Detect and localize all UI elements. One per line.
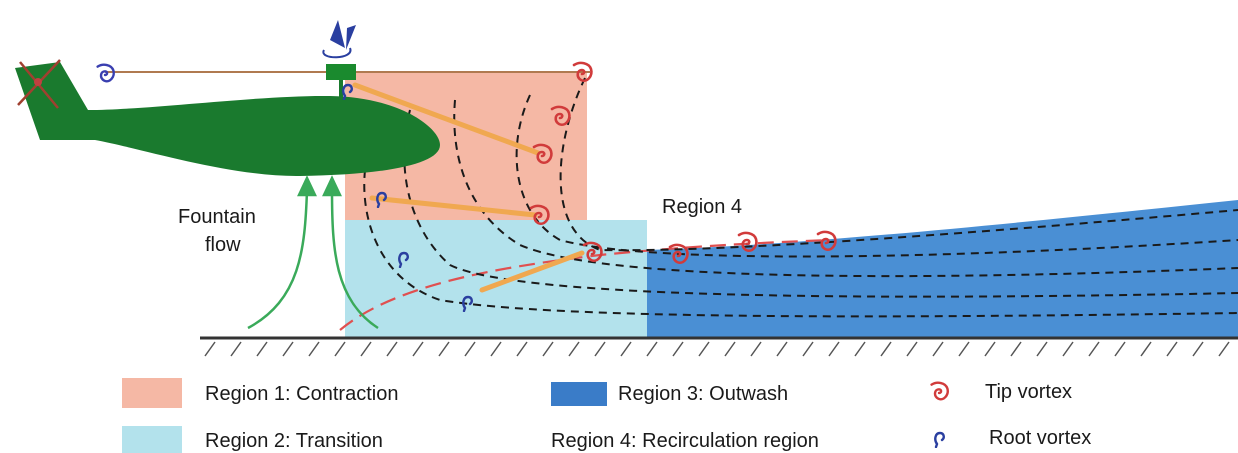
wake-sheets <box>352 82 585 293</box>
legend-tip-vortex-icon <box>930 381 949 401</box>
hatch-mark <box>438 341 450 357</box>
hatch-mark <box>1088 341 1100 357</box>
hatch-mark <box>1010 341 1022 357</box>
hatch-mark <box>204 341 216 357</box>
legend-region1-label: Region 1: Contraction <box>205 383 398 405</box>
hatch-mark <box>230 341 242 357</box>
hatch-mark <box>1062 341 1074 357</box>
fountain-flow-label-line2: flow <box>205 234 241 256</box>
hatch-mark <box>1140 341 1152 357</box>
legend-region4-label: Region 4: Recirculation region <box>551 430 819 452</box>
hatch-mark <box>802 341 814 357</box>
hatch-mark <box>464 341 476 357</box>
hatch-mark <box>516 341 528 357</box>
legend-region2-label: Region 2: Transition <box>205 430 383 452</box>
inflow-arrow-icon <box>330 20 356 50</box>
hatch-mark <box>386 341 398 357</box>
helicopter <box>15 20 440 177</box>
region2-area <box>345 220 647 338</box>
hatch-mark <box>620 341 632 357</box>
legend-tip-vortex-label: Tip vortex <box>985 381 1072 403</box>
fountain-flow-arrows <box>247 175 379 330</box>
hatch-mark <box>958 341 970 357</box>
hatch-mark <box>568 341 580 357</box>
hatch-mark <box>724 341 736 357</box>
legend-region3-label: Region 3: Outwash <box>618 383 788 405</box>
helicopter-fuselage <box>15 62 440 177</box>
hatch-mark <box>282 341 294 357</box>
hatch-mark <box>594 341 606 357</box>
ground-hatching <box>204 341 1230 357</box>
fountain-flow-label-line1: Fountain <box>178 206 256 228</box>
hatch-mark <box>984 341 996 357</box>
hatch-mark <box>672 341 684 357</box>
region4-label: Region 4 <box>662 196 742 218</box>
region3-area <box>647 200 1238 338</box>
hatch-mark <box>360 341 372 357</box>
hatch-mark <box>776 341 788 357</box>
tail-rotor-hub <box>34 78 42 86</box>
hatch-mark <box>854 341 866 357</box>
hatch-mark <box>542 341 554 357</box>
hatch-mark <box>1036 341 1048 357</box>
hatch-mark <box>906 341 918 357</box>
hatch-mark <box>880 341 892 357</box>
hatch-mark <box>750 341 762 357</box>
hatch-mark <box>308 341 320 357</box>
legend: Region 1: Contraction Region 2: Transiti… <box>122 378 1091 453</box>
hatch-mark <box>334 341 346 357</box>
hatch-mark <box>490 341 502 357</box>
hatch-mark <box>1166 341 1178 357</box>
hatch-mark <box>698 341 710 357</box>
legend-region1-swatch <box>122 378 182 408</box>
legend-region3-swatch <box>551 382 607 406</box>
hatch-mark <box>1114 341 1126 357</box>
hatch-mark <box>256 341 268 357</box>
hatch-mark <box>932 341 944 357</box>
legend-root-vortex-label: Root vortex <box>989 427 1091 449</box>
hatch-mark <box>412 341 424 357</box>
hatch-mark <box>1218 341 1230 357</box>
legend-root-vortex-icon <box>934 431 945 448</box>
legend-region2-swatch <box>122 426 182 453</box>
hatch-mark <box>646 341 658 357</box>
rotor-hub <box>326 64 356 80</box>
streamlines <box>363 77 1238 318</box>
hatch-mark <box>828 341 840 357</box>
hatch-mark <box>1192 341 1204 357</box>
